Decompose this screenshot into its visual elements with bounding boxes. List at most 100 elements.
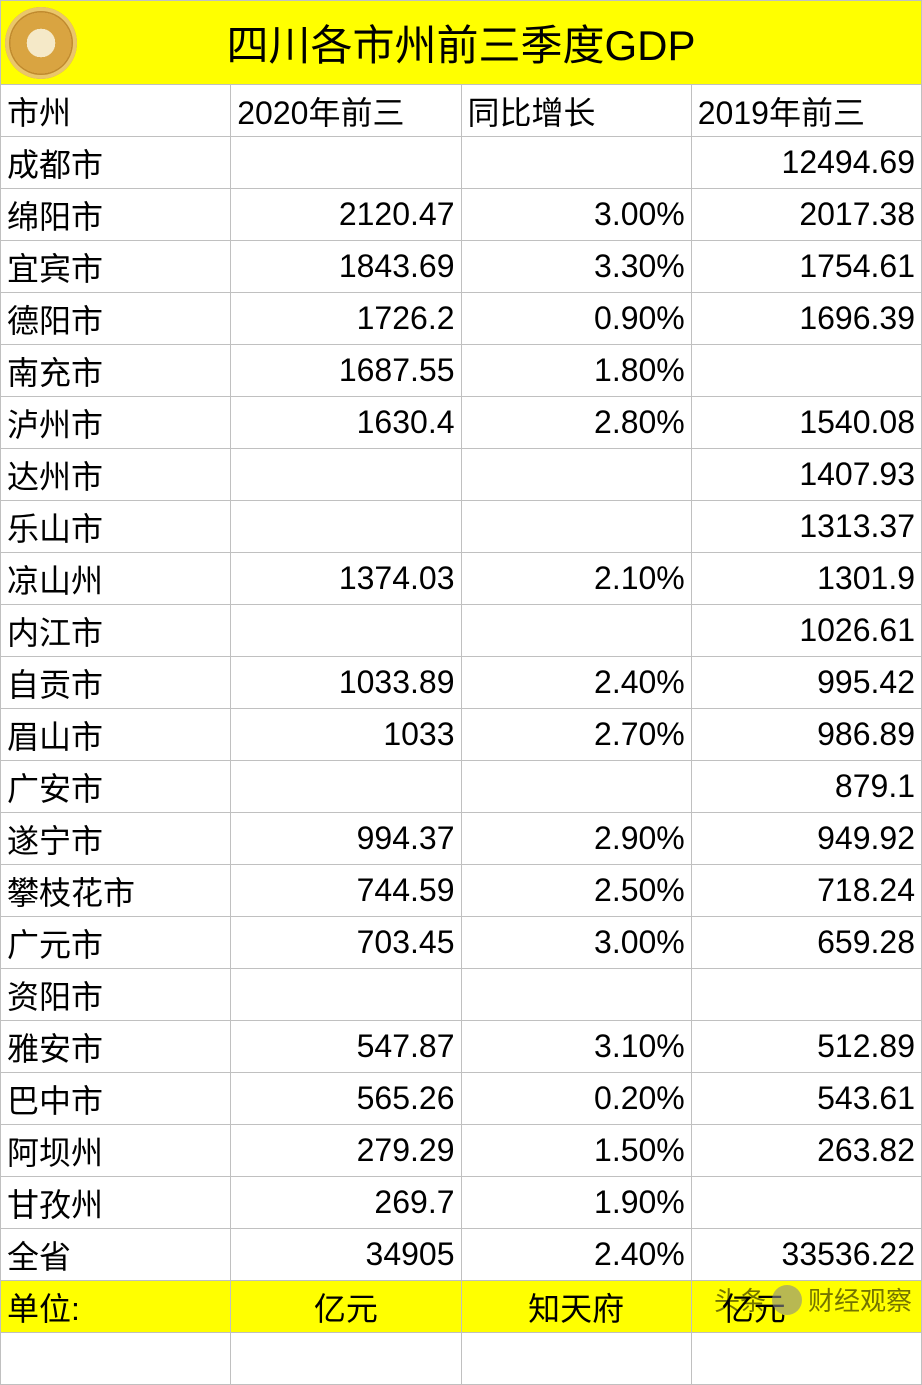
cell-city: 攀枝花市 [1,865,231,917]
cell-city: 雅安市 [1,1021,231,1073]
cell-2019: 1026.61 [691,605,921,657]
cell-2020: 1843.69 [231,241,461,293]
table-row: 绵阳市2120.473.00%2017.38 [1,189,922,241]
cell-growth: 1.50% [461,1125,691,1177]
table-row: 乐山市 1313.37 [1,501,922,553]
cell-2019: 263.82 [691,1125,921,1177]
cell-city: 德阳市 [1,293,231,345]
cell-2019: 33536.22 [691,1229,921,1281]
cell-2020: 994.37 [231,813,461,865]
cell-2020: 1374.03 [231,553,461,605]
table-row: 内江市1026.61 [1,605,922,657]
cell-growth: 2.70% [461,709,691,761]
col-header-2020: 2020年前三 [231,85,461,137]
cell-city: 全省 [1,1229,231,1281]
cell-2020 [231,137,461,189]
cell-growth: 0.90% [461,293,691,345]
cell-2019: 512.89 [691,1021,921,1073]
panda-logo-icon [5,7,77,79]
table-row: 眉山市10332.70%986.89 [1,709,922,761]
cell-2020 [231,449,461,501]
cell-city: 甘孜州 [1,1177,231,1229]
cell-2020 [231,501,461,553]
cell-2020: 547.87 [231,1021,461,1073]
table-row: 广安市 879.1 [1,761,922,813]
cell-2019: 1407.93 [691,449,921,501]
cell-city: 眉山市 [1,709,231,761]
cell-2020: 565.26 [231,1073,461,1125]
cell-2019: 1754.61 [691,241,921,293]
cell-2019 [691,1177,921,1229]
table-row: 达州市1407.93 [1,449,922,501]
cell-city: 自贡市 [1,657,231,709]
cell-growth [461,449,691,501]
source-label: 知天府 [461,1281,691,1333]
table-title: 四川各市州前三季度GDP [226,22,695,69]
cell-2020 [231,761,461,813]
cell-2019: 543.61 [691,1073,921,1125]
cell-city: 广安市 [1,761,231,813]
cell-2020: 1726.2 [231,293,461,345]
gdp-table: 四川各市州前三季度GDP 市州 2020年前三 同比增长 2019年前三 成都市… [0,0,922,1385]
cell-2019: 659.28 [691,917,921,969]
table-row: 全省349052.40%33536.22 [1,1229,922,1281]
cell-2019: 2017.38 [691,189,921,241]
cell-growth: 0.20% [461,1073,691,1125]
cell-city: 乐山市 [1,501,231,553]
cell-growth: 2.10% [461,553,691,605]
cell-growth: 1.80% [461,345,691,397]
unit-label: 单位: [1,1281,231,1333]
cell-2019: 879.1 [691,761,921,813]
cell-2019: 995.42 [691,657,921,709]
cell-2020: 279.29 [231,1125,461,1177]
table-row: 成都市 12494.69 [1,137,922,189]
table-row: 甘孜州269.71.90% [1,1177,922,1229]
cell-growth: 2.80% [461,397,691,449]
cell-city: 宜宾市 [1,241,231,293]
cell-2020: 1687.55 [231,345,461,397]
cell-2019: 718.24 [691,865,921,917]
cell-growth: 2.40% [461,657,691,709]
cell-growth: 2.90% [461,813,691,865]
cell-2020: 1033.89 [231,657,461,709]
table-row: 遂宁市994.372.90%949.92 [1,813,922,865]
cell-growth: 3.00% [461,189,691,241]
table-row: 南充市1687.551.80% [1,345,922,397]
cell-city: 成都市 [1,137,231,189]
col-header-growth: 同比增长 [461,85,691,137]
cell-growth [461,137,691,189]
cell-city: 绵阳市 [1,189,231,241]
cell-growth: 2.40% [461,1229,691,1281]
header-row: 市州 2020年前三 同比增长 2019年前三 [1,85,922,137]
blank-row [1,1333,922,1385]
table-row: 宜宾市1843.693.30%1754.61 [1,241,922,293]
cell-city: 巴中市 [1,1073,231,1125]
table-row: 巴中市565.260.20%543.61 [1,1073,922,1125]
cell-2019: 12494.69 [691,137,921,189]
table-row: 攀枝花市744.592.50%718.24 [1,865,922,917]
cell-2020: 1630.4 [231,397,461,449]
cell-growth: 3.10% [461,1021,691,1073]
cell-city: 南充市 [1,345,231,397]
col-header-2019: 2019年前三 [691,85,921,137]
cell-2020: 1033 [231,709,461,761]
unit-value-1: 亿元 [231,1281,461,1333]
cell-2020: 269.7 [231,1177,461,1229]
table-row: 阿坝州279.291.50%263.82 [1,1125,922,1177]
cell-growth: 3.00% [461,917,691,969]
table-row: 自贡市1033.892.40%995.42 [1,657,922,709]
cell-2019: 949.92 [691,813,921,865]
title-row: 四川各市州前三季度GDP [1,1,922,85]
cell-2019: 1301.9 [691,553,921,605]
unit-value-2: 亿元 [691,1281,921,1333]
cell-growth [461,969,691,1021]
col-header-city: 市州 [1,85,231,137]
cell-2019: 1313.37 [691,501,921,553]
cell-growth [461,501,691,553]
cell-city: 凉山州 [1,553,231,605]
table-row: 资阳市 [1,969,922,1021]
cell-growth: 1.90% [461,1177,691,1229]
cell-2020: 34905 [231,1229,461,1281]
cell-city: 阿坝州 [1,1125,231,1177]
cell-growth: 2.50% [461,865,691,917]
